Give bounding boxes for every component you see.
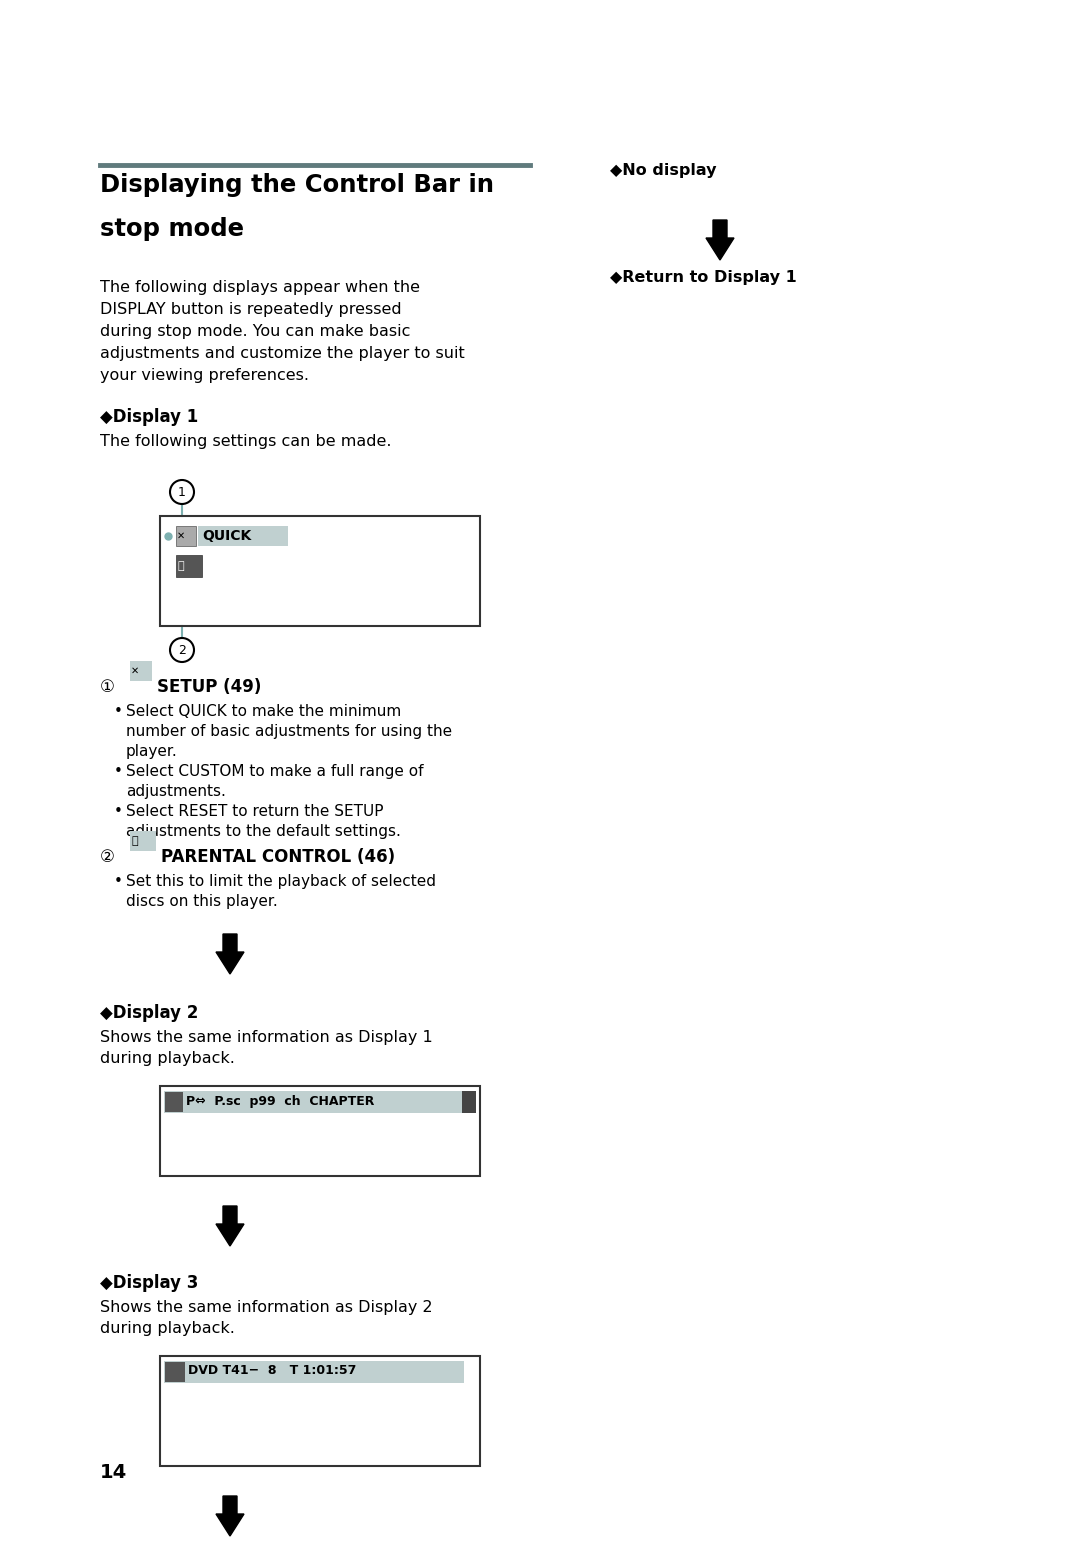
Text: ✕: ✕	[177, 531, 185, 542]
Bar	[160, 515, 480, 626]
Text: ✕: ✕	[131, 667, 139, 676]
Bar	[176, 555, 202, 577]
Text: •: •	[114, 704, 123, 719]
Text: Select CUSTOM to make a full range of: Select CUSTOM to make a full range of	[126, 764, 423, 779]
Text: •: •	[114, 804, 123, 819]
FancyArrow shape	[216, 1207, 244, 1247]
Text: The following settings can be made.: The following settings can be made.	[100, 434, 391, 449]
Text: ①: ①	[100, 677, 114, 696]
Text: during playback.: during playback.	[100, 1321, 234, 1336]
Text: ◆Display 1: ◆Display 1	[100, 407, 199, 426]
Text: ◆Return to Display 1: ◆Return to Display 1	[610, 270, 797, 285]
Text: •: •	[114, 873, 123, 889]
Text: DISPLAY button is repeatedly pressed: DISPLAY button is repeatedly pressed	[100, 302, 402, 316]
Text: Select RESET to return the SETUP: Select RESET to return the SETUP	[126, 804, 383, 819]
Text: P⇔  P.sc  p99  ch  CHAPTER: P⇔ P.sc p99 ch CHAPTER	[186, 1094, 375, 1108]
Bar	[176, 526, 195, 546]
Bar	[164, 1091, 464, 1113]
Text: your viewing preferences.: your viewing preferences.	[100, 367, 309, 383]
Bar	[164, 1361, 464, 1383]
Text: discs on this player.: discs on this player.	[126, 893, 278, 909]
Bar	[130, 660, 152, 680]
Text: adjustments and customize the player to suit: adjustments and customize the player to …	[100, 346, 464, 361]
Text: Set this to limit the playback of selected: Set this to limit the playback of select…	[126, 873, 436, 889]
Bar	[160, 1086, 480, 1176]
Text: Shows the same information as Display 2: Shows the same information as Display 2	[100, 1301, 433, 1315]
FancyArrow shape	[216, 1497, 244, 1535]
Text: ②: ②	[100, 849, 114, 866]
Bar	[198, 526, 288, 546]
Text: Displaying the Control Bar in: Displaying the Control Bar in	[100, 173, 494, 198]
Text: Select QUICK to make the minimum: Select QUICK to make the minimum	[126, 704, 402, 719]
Text: ◆Display 3: ◆Display 3	[100, 1275, 199, 1291]
Text: PARENTAL CONTROL (46): PARENTAL CONTROL (46)	[161, 849, 395, 866]
Text: •: •	[114, 764, 123, 779]
Bar	[130, 832, 156, 852]
Text: 🔒: 🔒	[131, 836, 137, 846]
Text: during stop mode. You can make basic: during stop mode. You can make basic	[100, 324, 410, 339]
Text: The following displays appear when the: The following displays appear when the	[100, 279, 420, 295]
FancyArrow shape	[706, 221, 734, 261]
Text: DVD T41−  8   T 1:01:57: DVD T41− 8 T 1:01:57	[188, 1364, 356, 1378]
Text: 🔒: 🔒	[177, 562, 184, 571]
Text: Shows the same information as Display 1: Shows the same information as Display 1	[100, 1031, 433, 1045]
Text: 14: 14	[100, 1463, 127, 1481]
Bar	[462, 1091, 476, 1113]
Text: adjustments to the default settings.: adjustments to the default settings.	[126, 824, 401, 839]
Text: during playback.: during playback.	[100, 1051, 234, 1066]
FancyArrow shape	[216, 934, 244, 974]
Text: SETUP (49): SETUP (49)	[157, 677, 261, 696]
Text: adjustments.: adjustments.	[126, 784, 226, 799]
Text: stop mode: stop mode	[100, 218, 244, 241]
Bar	[165, 1362, 185, 1383]
Text: 1: 1	[178, 486, 186, 498]
Bar	[165, 1092, 183, 1113]
Text: ◆Display 2: ◆Display 2	[100, 1004, 199, 1021]
Text: 2: 2	[178, 643, 186, 656]
Bar	[160, 1356, 480, 1466]
Text: number of basic adjustments for using the: number of basic adjustments for using th…	[126, 724, 453, 739]
Text: QUICK: QUICK	[202, 529, 252, 543]
Text: ◆No display: ◆No display	[610, 164, 716, 177]
Text: player.: player.	[126, 744, 178, 759]
